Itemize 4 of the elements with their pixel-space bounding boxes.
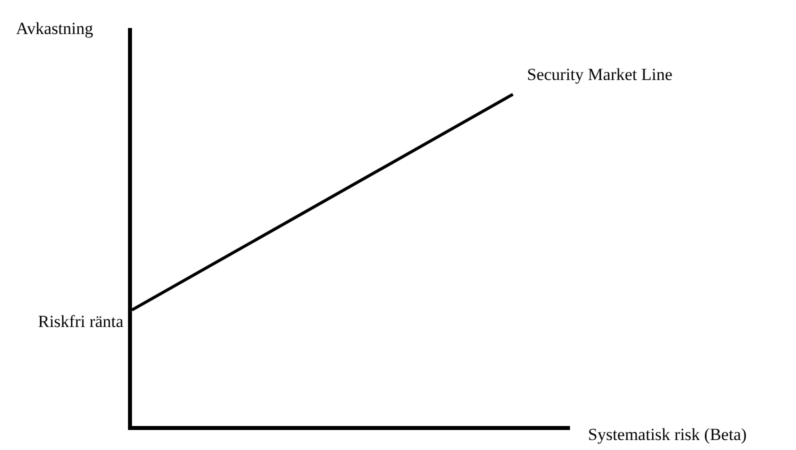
- x-axis-title: Systematisk risk (Beta): [588, 425, 747, 444]
- annotation: Riskfri ränta: [38, 312, 124, 331]
- series-label: Security Market Line: [527, 65, 672, 84]
- y-axis-title: Avkastning: [16, 19, 94, 38]
